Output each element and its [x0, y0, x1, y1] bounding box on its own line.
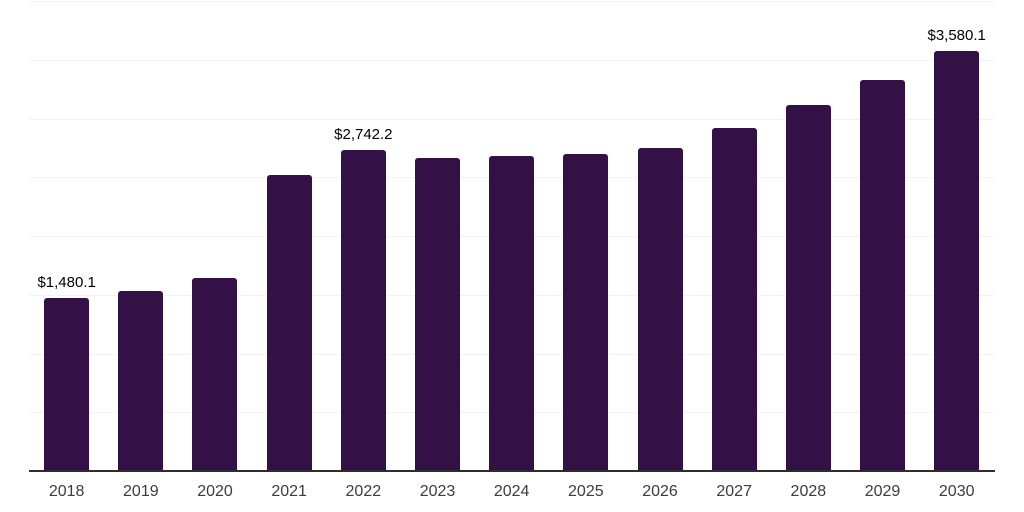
- bar-2020: [192, 278, 238, 472]
- x-tick-2018: 2018: [48, 483, 85, 500]
- bar-2025: [563, 153, 609, 472]
- x-tick-2021: 2021: [271, 483, 307, 500]
- bar-2022: [340, 149, 386, 472]
- x-tick-2022: 2022: [345, 483, 382, 500]
- x-tick-2029: 2029: [864, 483, 901, 500]
- x-tick-2030: 2030: [938, 483, 975, 500]
- bar-2021: [266, 174, 312, 472]
- bar-2019: [118, 291, 164, 472]
- bar-2027: [711, 127, 757, 472]
- x-tick-2026: 2026: [642, 483, 678, 500]
- bar-2028: [785, 105, 831, 472]
- x-tick-2019: 2019: [123, 483, 159, 500]
- gridline: [29, 1, 995, 2]
- data-label-2030: $3,580.1: [927, 27, 986, 45]
- gridline: [29, 59, 995, 61]
- x-axis-labels: 2018 2019 2020 2021 2022 2023 2024 2025 2026 2027…: [29, 482, 995, 504]
- bar-2030: [934, 51, 980, 472]
- x-tick-2023: 2023: [419, 483, 456, 500]
- x-tick-2027: 2027: [716, 483, 752, 500]
- bar-2018: [44, 298, 90, 472]
- bar-2029: [860, 79, 906, 472]
- bar-2023: [415, 158, 460, 472]
- bar-2024: [489, 155, 535, 472]
- data-label-2018: $1,480.1: [37, 274, 96, 292]
- x-tick-2028: 2028: [790, 483, 827, 500]
- x-tick-2024: 2024: [493, 483, 530, 500]
- x-axis-line: [29, 470, 995, 472]
- data-label-2022: $2,742.2: [334, 125, 393, 143]
- plot-area: $1,480.1 $2,742.2 $3,580.1: [29, 1, 995, 472]
- x-tick-2020: 2020: [197, 483, 233, 500]
- bar-2026: [637, 147, 683, 472]
- gridline: [29, 118, 995, 120]
- x-tick-2025: 2025: [568, 483, 604, 500]
